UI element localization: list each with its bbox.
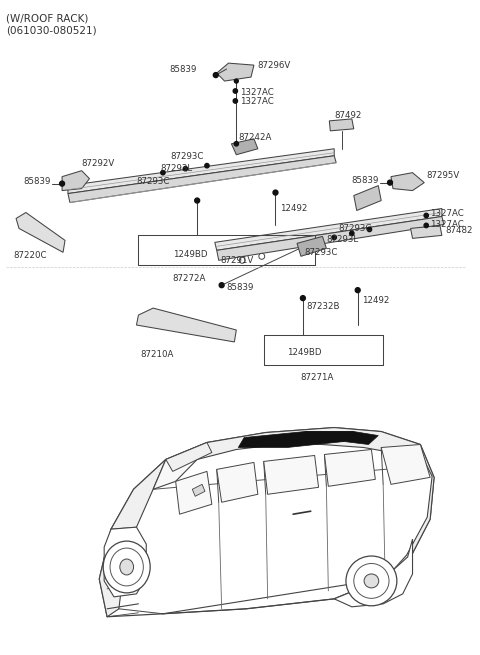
- Text: 87293L: 87293L: [326, 235, 359, 244]
- Circle shape: [350, 231, 354, 236]
- Circle shape: [60, 181, 64, 186]
- Polygon shape: [99, 428, 434, 617]
- Text: 87293C: 87293C: [338, 224, 372, 233]
- Ellipse shape: [120, 559, 133, 575]
- Polygon shape: [68, 156, 336, 202]
- Polygon shape: [297, 236, 326, 256]
- Text: 87482: 87482: [446, 226, 473, 235]
- Text: 87292V: 87292V: [82, 159, 115, 168]
- Text: 1249BD: 1249BD: [287, 348, 322, 358]
- Circle shape: [161, 170, 165, 175]
- Text: 87232B: 87232B: [307, 301, 340, 310]
- Polygon shape: [231, 139, 258, 155]
- Text: 87220C: 87220C: [13, 251, 47, 260]
- Circle shape: [387, 180, 393, 185]
- Polygon shape: [99, 459, 166, 617]
- Text: 87291V: 87291V: [221, 256, 254, 265]
- Circle shape: [205, 164, 209, 168]
- Text: 85839: 85839: [23, 177, 50, 186]
- Text: 87296V: 87296V: [258, 61, 291, 69]
- Ellipse shape: [103, 541, 150, 593]
- Circle shape: [300, 295, 305, 301]
- Circle shape: [367, 227, 372, 232]
- Polygon shape: [104, 527, 146, 597]
- Text: 87272A: 87272A: [173, 274, 206, 283]
- Ellipse shape: [346, 556, 397, 606]
- Text: 1249BD: 1249BD: [173, 250, 207, 259]
- Text: 87242A: 87242A: [238, 134, 272, 142]
- Polygon shape: [192, 484, 205, 496]
- Circle shape: [239, 257, 245, 263]
- Text: 1327AC: 1327AC: [240, 98, 274, 107]
- Polygon shape: [16, 212, 65, 252]
- Circle shape: [424, 214, 428, 217]
- Text: 1327AC: 1327AC: [430, 209, 464, 218]
- Text: 87492: 87492: [334, 111, 361, 121]
- Polygon shape: [197, 428, 420, 459]
- Text: 87271A: 87271A: [300, 373, 333, 383]
- Polygon shape: [217, 216, 444, 260]
- Text: (061030-080521): (061030-080521): [6, 26, 97, 35]
- Polygon shape: [354, 185, 381, 210]
- Circle shape: [183, 166, 188, 171]
- Polygon shape: [62, 171, 89, 191]
- Text: 87293L: 87293L: [160, 164, 192, 173]
- Polygon shape: [136, 308, 236, 342]
- Circle shape: [195, 198, 200, 203]
- Polygon shape: [68, 149, 334, 194]
- Text: 12492: 12492: [280, 204, 308, 213]
- Text: 87293C: 87293C: [305, 248, 338, 257]
- Text: 87210A: 87210A: [140, 350, 174, 360]
- Polygon shape: [117, 547, 133, 561]
- Text: 85839: 85839: [351, 176, 378, 185]
- Circle shape: [234, 141, 239, 146]
- Polygon shape: [215, 208, 442, 250]
- Ellipse shape: [364, 574, 379, 588]
- Circle shape: [355, 288, 360, 293]
- Ellipse shape: [354, 563, 389, 599]
- Polygon shape: [176, 472, 212, 514]
- Polygon shape: [153, 443, 207, 489]
- Circle shape: [234, 79, 238, 83]
- Polygon shape: [410, 225, 442, 238]
- Circle shape: [219, 283, 224, 288]
- Polygon shape: [324, 449, 375, 486]
- Polygon shape: [305, 432, 378, 445]
- Polygon shape: [217, 63, 254, 81]
- Polygon shape: [391, 173, 424, 191]
- Circle shape: [332, 235, 336, 240]
- Circle shape: [233, 99, 238, 103]
- Text: (W/ROOF RACK): (W/ROOF RACK): [6, 13, 89, 24]
- Text: 1327AC: 1327AC: [240, 88, 274, 96]
- Text: 87295V: 87295V: [426, 171, 459, 180]
- Polygon shape: [383, 445, 434, 579]
- Text: 85839: 85839: [227, 283, 254, 291]
- Circle shape: [273, 190, 278, 195]
- Ellipse shape: [110, 548, 144, 586]
- Polygon shape: [264, 455, 319, 495]
- Text: 85839: 85839: [170, 65, 197, 73]
- Text: 1327AC: 1327AC: [430, 220, 464, 229]
- Text: 87293C: 87293C: [136, 177, 170, 186]
- Circle shape: [121, 574, 127, 580]
- Text: 87293C: 87293C: [171, 152, 204, 161]
- Polygon shape: [166, 443, 212, 472]
- Polygon shape: [238, 432, 354, 447]
- Polygon shape: [217, 462, 258, 502]
- Polygon shape: [381, 445, 430, 484]
- Circle shape: [233, 89, 238, 93]
- Circle shape: [259, 253, 264, 259]
- Circle shape: [424, 223, 428, 228]
- Text: 12492: 12492: [361, 295, 389, 305]
- Circle shape: [213, 73, 218, 77]
- Polygon shape: [329, 119, 354, 131]
- Polygon shape: [334, 539, 412, 607]
